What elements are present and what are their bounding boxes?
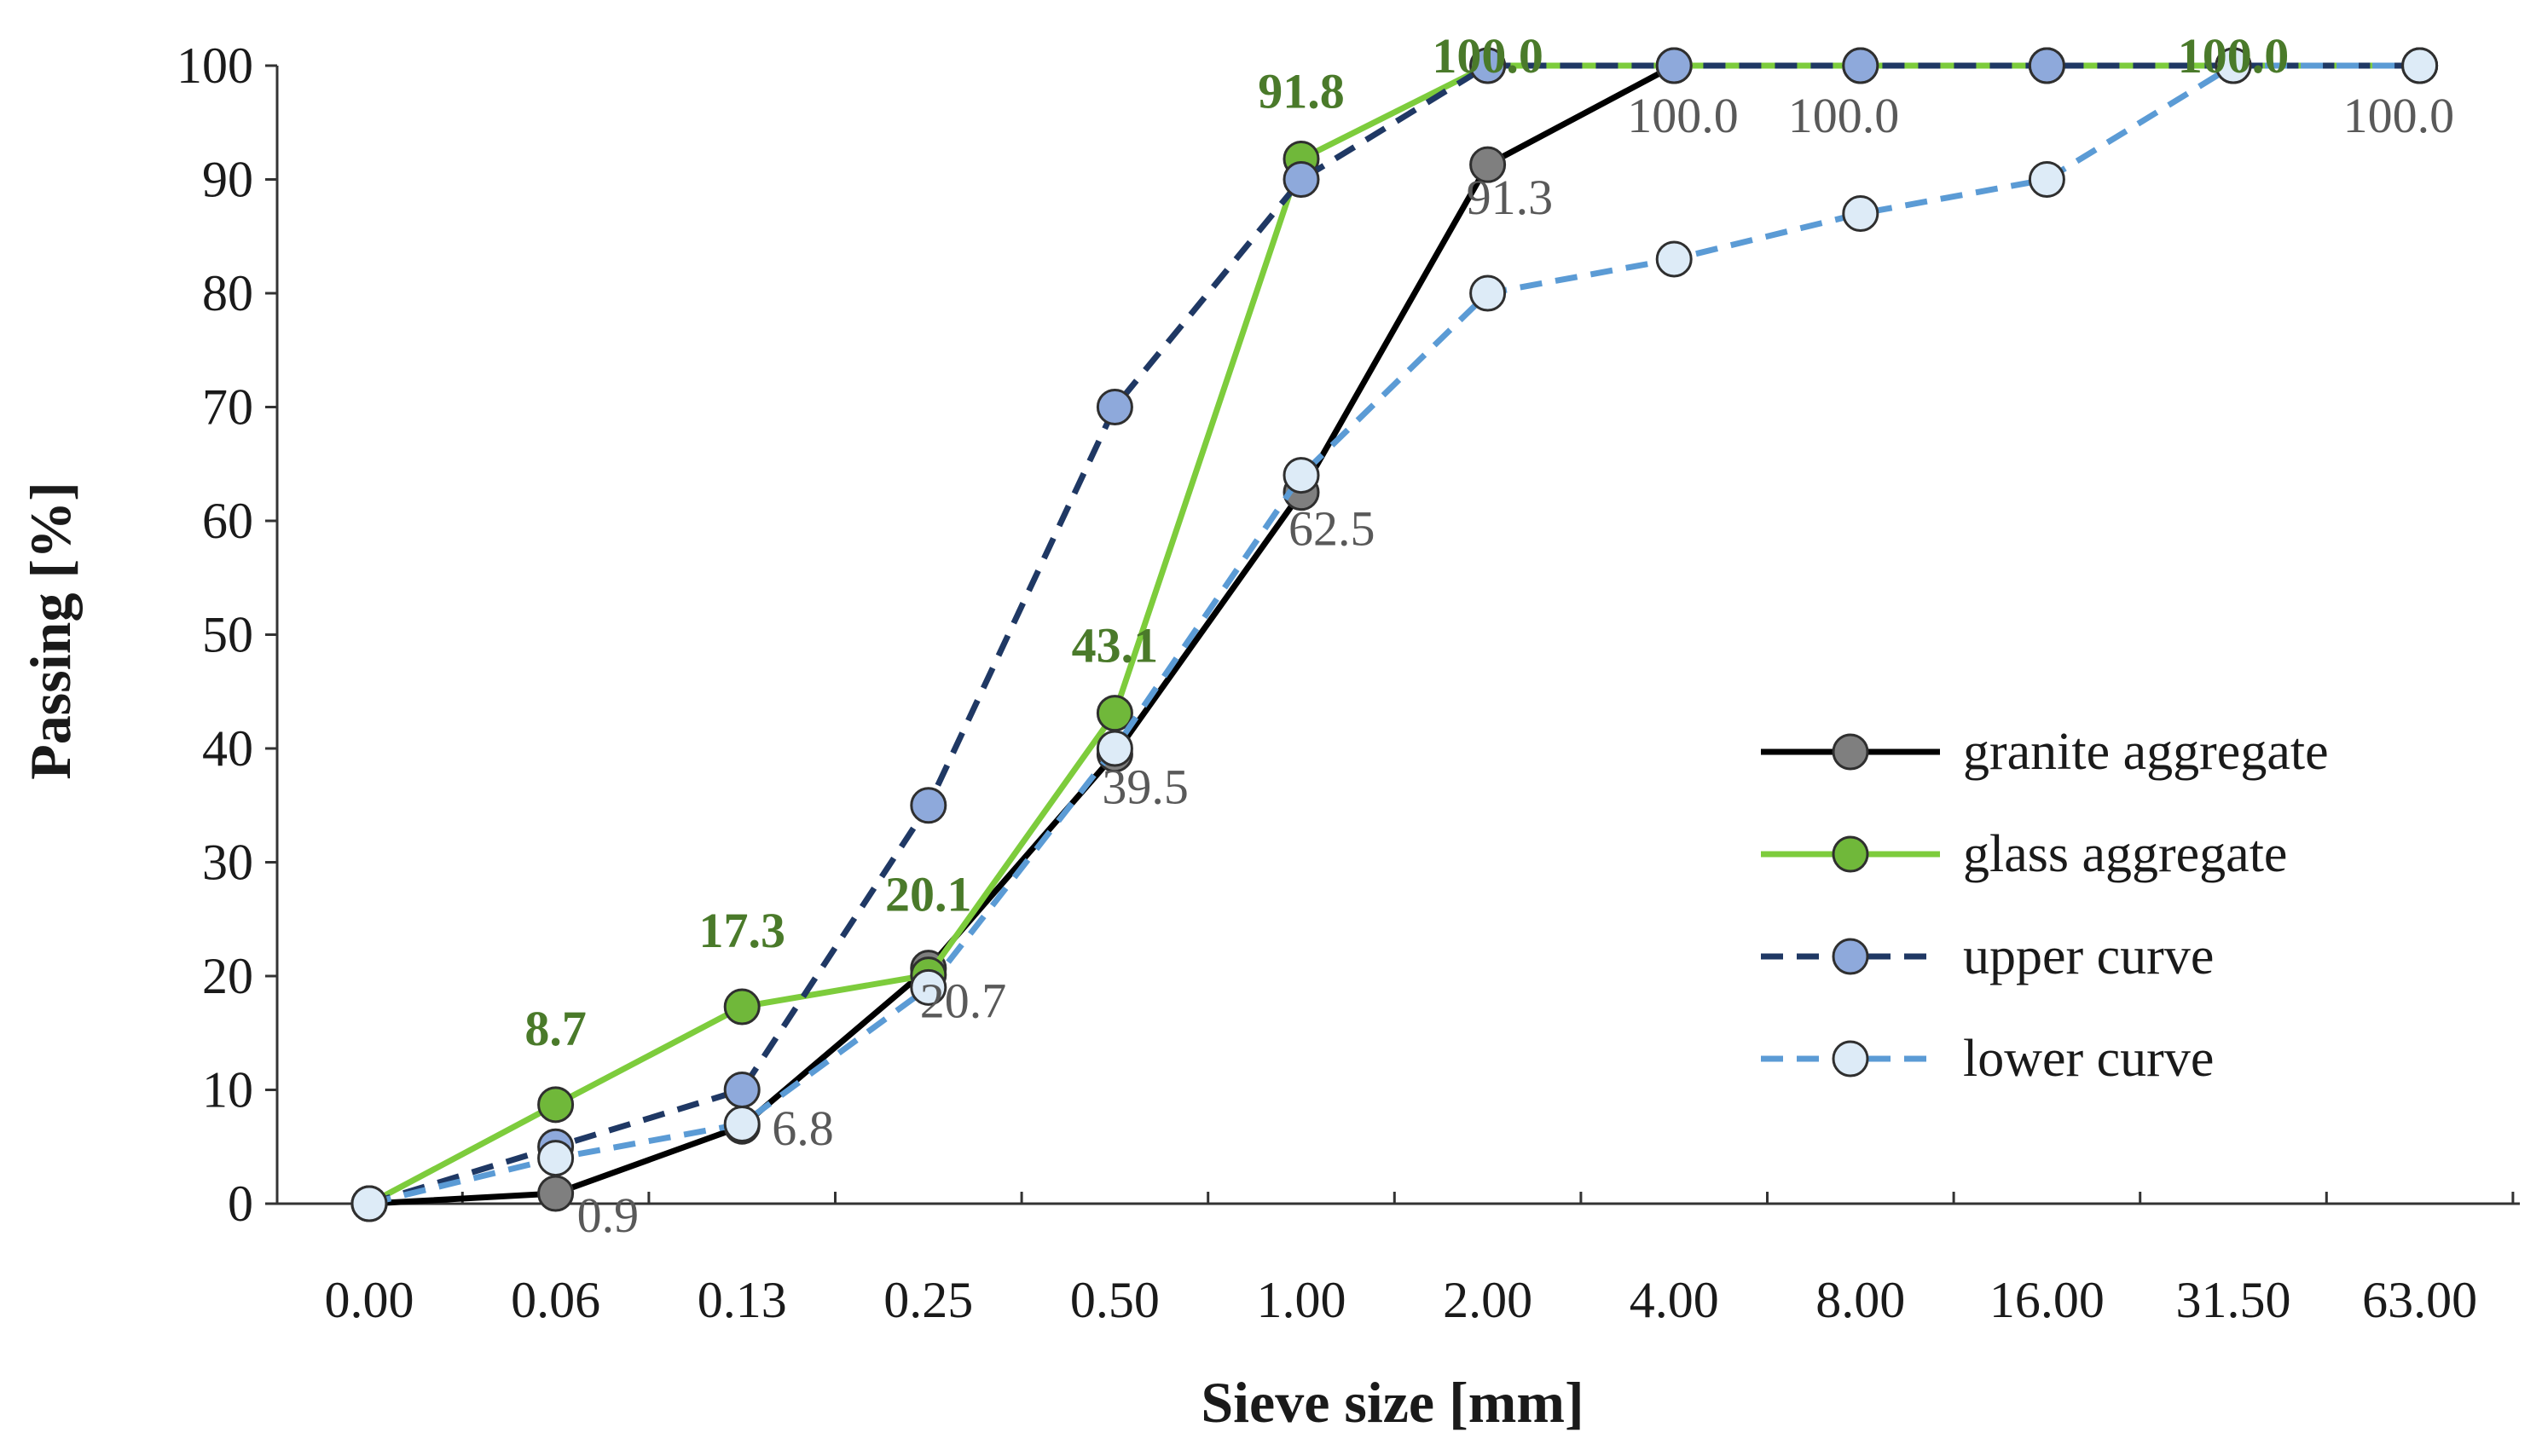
legend-label-lower: lower curve	[1963, 1030, 2214, 1088]
data-point-granite	[537, 1175, 575, 1212]
data-label-glass: 91.8	[1258, 63, 1345, 118]
data-point-upper	[723, 1072, 761, 1108]
x-tick-label: 2.00	[1443, 1272, 1532, 1328]
series-line-lower	[368, 62, 2420, 1207]
data-label-granite: 0.9	[577, 1187, 640, 1243]
data-point-upper	[1283, 161, 1320, 198]
y-tick-label: 100	[177, 38, 253, 94]
series-lower	[350, 47, 2439, 1222]
data-label-granite: 100.0	[1627, 88, 1739, 143]
x-tick-label: 0.50	[1070, 1272, 1160, 1328]
data-point-lower	[1469, 274, 1507, 312]
data-label-glass: 20.1	[885, 867, 972, 922]
data-point-upper	[910, 787, 947, 824]
legend-marker-glass	[1832, 835, 1869, 873]
y-tick-label: 20	[202, 948, 253, 1004]
x-axis-title: Sieve size [mm]	[1201, 1370, 1584, 1435]
legend-item-lower: lower curve	[1761, 1030, 2214, 1088]
x-tick-label: 8.00	[1815, 1272, 1905, 1328]
x-tick-label: 0.00	[325, 1272, 414, 1328]
data-label-glass: 100.0	[2178, 28, 2290, 84]
data-point-glass	[723, 988, 761, 1026]
series-layer	[350, 47, 2439, 1222]
y-tick-label: 0	[228, 1176, 253, 1232]
data-labels: 0.9 6.8 20.7 39.5 62.5 91.3 100.0 100.0 100.0 8.7…	[524, 28, 2454, 1243]
data-label-granite: 39.5	[1102, 760, 1189, 815]
y-tick-label: 30	[202, 835, 253, 891]
data-point-lower	[2401, 47, 2439, 84]
legend-marker-lower	[1832, 1040, 1869, 1078]
y-tick-label: 60	[202, 493, 253, 549]
data-label-granite: 100.0	[1788, 88, 1900, 143]
x-tick-label: 0.06	[511, 1272, 600, 1328]
data-point-upper	[1096, 389, 1133, 425]
x-tick-label: 0.13	[698, 1272, 787, 1328]
x-tick-label: 1.00	[1257, 1272, 1346, 1328]
data-point-lower	[1655, 240, 1693, 278]
data-point-upper	[1655, 47, 1693, 84]
data-label-granite: 100.0	[2343, 88, 2455, 143]
data-point-glass	[537, 1086, 575, 1124]
data-point-lower	[1842, 195, 1879, 233]
y-tick-label: 10	[202, 1062, 253, 1118]
data-point-upper	[2028, 47, 2065, 84]
x-tick-label: 4.00	[1630, 1272, 1719, 1328]
legend-item-granite: granite aggregate	[1761, 723, 2329, 781]
y-tick-label: 70	[202, 379, 253, 436]
data-point-upper	[1842, 47, 1879, 84]
x-tick-label: 16.00	[1989, 1272, 2105, 1328]
legend-label-upper: upper curve	[1963, 927, 2214, 985]
data-point-lower	[2028, 161, 2065, 198]
data-point-lower	[537, 1140, 575, 1177]
data-point-lower	[723, 1106, 761, 1143]
series-line-upper	[368, 62, 2420, 1207]
legend-item-glass: glass aggregate	[1761, 825, 2287, 883]
y-tick-label: 90	[202, 152, 253, 208]
legend-label-granite: granite aggregate	[1963, 723, 2329, 781]
data-point-lower	[1283, 457, 1320, 494]
data-label-glass: 43.1	[1072, 618, 1159, 673]
data-point-upper	[1469, 47, 1507, 84]
axes: 0 10 20 30 40 50 60 70 80 90 100 0.00 0.06 0.13 0.25 0.…	[177, 38, 2520, 1328]
legend-marker-upper	[1832, 938, 1869, 975]
data-point-lower	[2215, 47, 2252, 84]
legend-marker-granite	[1832, 733, 1869, 771]
data-label-glass: 100.0	[1432, 28, 1543, 84]
data-label-glass: 8.7	[524, 1001, 587, 1056]
data-point-granite	[1469, 146, 1507, 183]
legend: granite aggregate glass aggregate upper cu…	[1761, 723, 2329, 1088]
data-label-granite: 6.8	[772, 1101, 834, 1156]
data-point-lower	[910, 968, 947, 1006]
data-point-lower	[350, 1185, 388, 1222]
y-tick-label: 40	[202, 720, 253, 777]
data-label-granite: 20.7	[920, 974, 1007, 1029]
data-point-lower	[1096, 730, 1133, 767]
data-label-granite: 62.5	[1288, 501, 1375, 557]
legend-label-glass: glass aggregate	[1963, 825, 2287, 883]
y-tick-label: 50	[202, 607, 253, 663]
y-tick-label: 80	[202, 265, 253, 321]
x-tick-label: 31.50	[2176, 1272, 2291, 1328]
legend-item-upper: upper curve	[1761, 927, 2214, 985]
x-tick-label: 0.25	[883, 1272, 973, 1328]
data-label-granite: 91.3	[1467, 170, 1554, 225]
y-axis-title: Passing [%]	[18, 482, 83, 779]
data-point-glass	[1096, 695, 1133, 732]
x-tick-label: 63.00	[2362, 1272, 2477, 1328]
data-label-glass: 17.3	[698, 903, 785, 958]
